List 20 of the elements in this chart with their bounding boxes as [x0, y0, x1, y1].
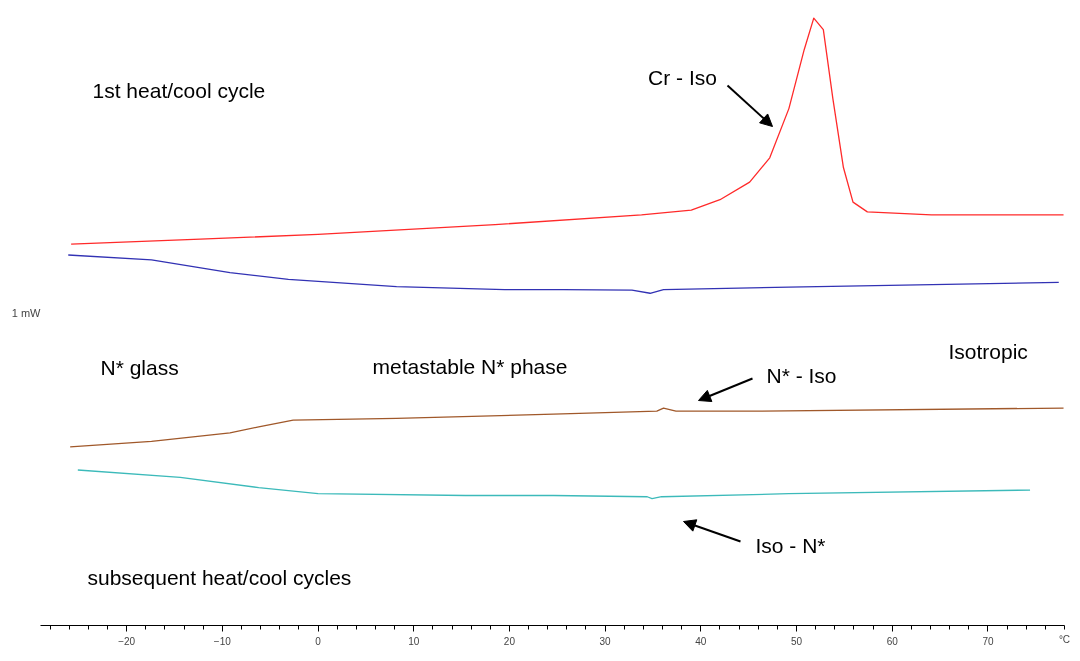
x-tick-label: 30 [599, 635, 612, 647]
annotation: N* glass [100, 356, 179, 379]
annotation: N* - Iso [766, 364, 837, 387]
y-axis-title: 1 mW [11, 307, 42, 319]
x-tick-label: 0 [315, 635, 322, 647]
x-tick-label: 10 [408, 635, 420, 647]
x-axis-title: °C [1058, 633, 1071, 645]
x-tick-label: 70 [982, 635, 994, 647]
x-tick-label: −10 [213, 635, 232, 647]
annotation: Cr - Iso [648, 66, 717, 89]
annotation: subsequent heat/cool cycles [87, 566, 352, 589]
annotation: Iso - N* [755, 534, 826, 557]
annotation: Isotropic [948, 340, 1028, 363]
annotation: metastable N* phase [372, 355, 568, 378]
x-tick-label: 60 [886, 635, 899, 647]
x-tick-label: −20 [118, 635, 136, 647]
x-tick-label: 40 [695, 635, 707, 647]
annotation: 1st heat/cool cycle [92, 79, 266, 102]
x-tick-label: 20 [503, 635, 516, 647]
x-tick-label: 50 [790, 635, 803, 647]
